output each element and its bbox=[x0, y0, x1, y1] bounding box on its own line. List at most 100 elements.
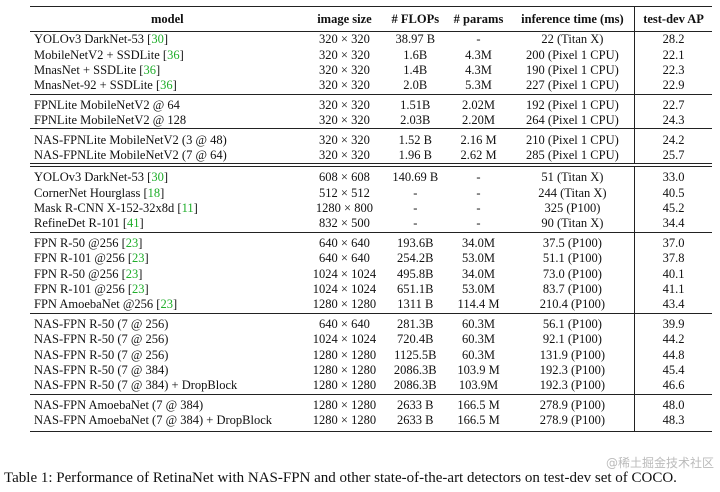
value-cell: 83.7 (P100) bbox=[542, 282, 602, 297]
model-cell: NAS-FPN R-50 (7 @ 384) bbox=[34, 363, 169, 377]
column-header: image size bbox=[304, 6, 385, 32]
citation: 41 bbox=[127, 216, 140, 231]
table-row: NAS-FPNLite MobileNetV2 (7 @ 64) 320 × 32… bbox=[30, 147, 712, 166]
model-cell: NAS-FPNLite MobileNetV2 (3 @ 48) bbox=[30, 128, 305, 148]
table-row: FPNLite MobileNetV2 @ 128 320 × 320 2.03B 2… bbox=[30, 112, 712, 129]
value-cell: 22.1 bbox=[634, 47, 712, 63]
value-cell: 278.9 (P100) bbox=[510, 412, 635, 433]
value-cell: 37.8 bbox=[634, 251, 712, 267]
value-cell: 48.0 bbox=[634, 393, 712, 413]
value-cell: 22.9 bbox=[634, 78, 712, 95]
table-row: RefineDet R-101 [41] 832 × 500 - - 90 (Titan… bbox=[30, 216, 712, 233]
value-cell: - bbox=[476, 32, 481, 47]
value-cell: - bbox=[476, 201, 481, 216]
value-cell: 48.3 bbox=[634, 412, 712, 433]
table-row: Mask R-CNN X-152-32x8d [11] 1280 × 800 - - 3… bbox=[30, 200, 712, 217]
results-table: model image size # FLOPs # params inference … bbox=[30, 6, 712, 433]
value-cell: 40.1 bbox=[634, 266, 712, 282]
value-cell: 1280 × 1280 bbox=[312, 363, 377, 377]
value-cell: 166.5 M bbox=[446, 412, 511, 433]
value-cell: - bbox=[413, 201, 418, 216]
value-cell: 46.6 bbox=[634, 378, 712, 395]
value-cell: 320 × 320 bbox=[319, 113, 370, 128]
value-cell: 200 (Pixel 1 CPU) bbox=[526, 47, 619, 62]
value-cell: 2.02M bbox=[446, 93, 511, 113]
value-cell: 28.2 bbox=[634, 31, 712, 48]
value-cell: 2.0B bbox=[403, 78, 428, 93]
model-cell: MobileNetV2 + SSDLite [36] bbox=[34, 47, 184, 62]
value-cell: 22.3 bbox=[634, 62, 712, 79]
value-cell: 1280 × 1280 bbox=[312, 297, 377, 312]
value-cell: - bbox=[446, 163, 511, 186]
model-cell: NAS-FPN R-50 (7 @ 256) bbox=[34, 332, 169, 347]
table-row: FPN R-50 @256 [23] 1024 × 1024 495.8B 34.0M… bbox=[30, 266, 712, 282]
value-cell: 51.1 (P100) bbox=[542, 251, 602, 266]
value-cell: 2633 B bbox=[384, 412, 447, 433]
value-cell: 1125.5B bbox=[394, 347, 437, 362]
table-row: FPN R-101 @256 [23] 1024 × 1024 651.1B 53.0… bbox=[30, 281, 712, 298]
value-cell: 192.3 (P100) bbox=[539, 378, 606, 393]
value-cell: 44.2 bbox=[634, 332, 712, 348]
value-cell: 131.9 (P100) bbox=[539, 347, 606, 362]
caption: Table 1: Performance of RetinaNet with N… bbox=[4, 470, 677, 486]
value-cell: 2.62 M bbox=[460, 147, 497, 162]
value-cell: 495.8B bbox=[397, 266, 434, 281]
value-cell: 2633 B bbox=[384, 393, 447, 413]
table-row: NAS-FPN AmoebaNet (7 @ 384) 1280 × 1280 26… bbox=[30, 393, 712, 413]
table-row: NAS-FPN AmoebaNet (7 @ 384) + DropBlock 1… bbox=[30, 412, 712, 433]
value-cell: 640 × 640 bbox=[319, 251, 370, 266]
value-cell: 43.4 bbox=[634, 297, 712, 314]
citation: 11 bbox=[181, 201, 194, 216]
model-cell: YOLOv3 DarkNet-53 [30] bbox=[30, 163, 305, 186]
table-row: NAS-FPN R-50 (7 @ 256) 1024 × 1024 720.4B 6… bbox=[30, 332, 712, 348]
table-row: YOLOv3 DarkNet-53 [30] 320 × 320 38.97 B - 2… bbox=[30, 31, 712, 48]
value-cell: 25.7 bbox=[634, 147, 712, 166]
value-cell: 320 × 320 bbox=[304, 93, 385, 113]
model-cell: FPN R-50 @256 [23] bbox=[34, 266, 143, 281]
value-cell: 34.4 bbox=[634, 216, 712, 233]
model-cell: YOLOv3 DarkNet-53 [30] bbox=[34, 32, 168, 47]
value-cell: 640 × 640 bbox=[304, 231, 385, 252]
table-row: FPNLite MobileNetV2 @ 64 320 × 320 1.51B 2.… bbox=[30, 93, 712, 113]
value-cell: 1.52 B bbox=[384, 128, 447, 148]
value-cell: 608 × 608 bbox=[304, 163, 385, 186]
value-cell: 281.3B bbox=[384, 312, 447, 333]
table-row: MobileNetV2 + SSDLite [36] 320 × 320 1.6B 4… bbox=[30, 47, 712, 63]
value-cell: 1024 × 1024 bbox=[312, 282, 377, 297]
value-cell: 832 × 500 bbox=[319, 216, 370, 231]
citation: 23 bbox=[160, 297, 173, 312]
value-cell: 53.0M bbox=[462, 251, 495, 266]
value-cell: 244 (Titan X) bbox=[538, 185, 607, 200]
value-cell: 2086.3B bbox=[393, 363, 437, 377]
value-cell: 41.1 bbox=[634, 281, 712, 298]
value-cell: 22 (Titan X) bbox=[541, 32, 604, 47]
value-cell: 56.1 (P100) bbox=[510, 312, 635, 333]
value-cell: 4.3M bbox=[465, 62, 492, 77]
value-cell: - bbox=[413, 216, 418, 231]
value-cell: 24.3 bbox=[634, 112, 712, 129]
column-header: # FLOPs bbox=[384, 6, 447, 32]
value-cell: 1.4B bbox=[403, 62, 428, 77]
value-cell: 325 (P100) bbox=[544, 201, 601, 216]
value-cell: 2.20M bbox=[462, 113, 495, 128]
model-cell: NAS-FPN R-50 (7 @ 384) + DropBlock bbox=[34, 378, 238, 393]
value-cell: 1.6B bbox=[403, 47, 428, 62]
value-cell: 1280 × 1280 bbox=[304, 412, 385, 433]
value-cell: 1.96 B bbox=[398, 147, 432, 162]
model-cell: FPNLite MobileNetV2 @ 128 bbox=[34, 113, 187, 128]
citation: 23 bbox=[131, 251, 145, 266]
value-cell: 1311 B bbox=[397, 297, 434, 312]
table-row: CornerNet Hourglass [18] 512 × 512 - - 244 (… bbox=[30, 185, 712, 201]
model-cell: MnasNet + SSDLite [36] bbox=[34, 62, 161, 77]
value-cell: 254.2B bbox=[397, 251, 434, 266]
table-row: YOLOv3 DarkNet-53 [30] 608 × 608 140.69 B-… bbox=[30, 163, 712, 186]
model-cell: RefineDet R-101 [41] bbox=[34, 216, 144, 231]
value-cell: 285 (Pixel 1 CPU) bbox=[526, 147, 619, 162]
header-row: model image size # FLOPs # params inference … bbox=[30, 6, 712, 32]
value-cell: 33.0 bbox=[634, 163, 712, 186]
value-cell: 24.2 bbox=[634, 128, 712, 148]
model-cell: MnasNet-92 + SSDLite [36] bbox=[34, 78, 177, 93]
citation: 30 bbox=[151, 32, 164, 47]
value-cell: 44.8 bbox=[634, 347, 712, 363]
value-cell: 53.0M bbox=[462, 282, 495, 297]
